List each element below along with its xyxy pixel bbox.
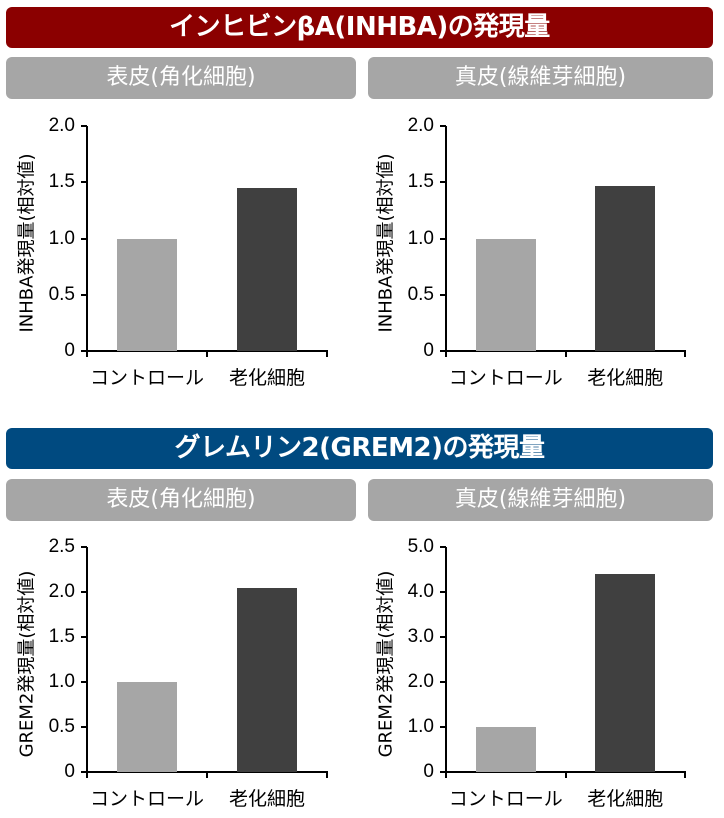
y-tick-label: 2.0	[48, 115, 75, 136]
y-tick-label: 0	[64, 340, 75, 361]
x-tick	[564, 772, 567, 778]
x-category-label: コントロール	[448, 367, 563, 389]
y-axis	[86, 547, 88, 773]
y-tick	[81, 237, 87, 240]
x-category-label: コントロール	[89, 367, 204, 389]
x-category-label: 老化細胞	[587, 367, 664, 389]
y-tick	[81, 771, 87, 773]
y-tick-label: 3.0	[407, 626, 434, 647]
y-tick-label: 2.5	[48, 536, 75, 557]
bar-senescent	[237, 587, 297, 772]
x-tick	[86, 351, 88, 357]
y-tick	[81, 181, 87, 184]
y-tick-label: 1.0	[407, 716, 434, 737]
x-tick	[684, 351, 686, 357]
y-tick-label: 1.0	[407, 227, 434, 249]
x-category-label: 老化細胞	[587, 788, 664, 810]
bar-control	[475, 727, 536, 772]
y-tick	[81, 350, 87, 352]
y-axis-label: INHBA発現量(相対値)	[375, 152, 397, 333]
y-tick	[81, 681, 87, 683]
y-tick	[440, 771, 446, 773]
y-axis-label: GREM2発現量(相対値)	[15, 570, 37, 757]
y-tick-label: 0.5	[407, 283, 434, 305]
x-tick	[206, 351, 208, 357]
bar-control	[117, 238, 177, 351]
y-tick	[440, 125, 446, 127]
y-tick-label: 4.0	[407, 581, 434, 602]
y-tick-label: 1.0	[48, 227, 75, 249]
bar-senescent	[237, 187, 297, 351]
x-tick	[326, 351, 328, 357]
y-tick-label: 1.0	[48, 671, 75, 692]
y-axis	[445, 547, 447, 773]
x-category-label: コントロール	[89, 788, 204, 810]
y-tick	[440, 726, 446, 728]
x-tick	[564, 351, 567, 357]
x-tick	[86, 772, 88, 778]
inhba-dermis-subtitle: 真皮(線維芽細胞)	[368, 57, 713, 99]
y-tick-label: 0	[423, 761, 434, 782]
y-tick	[440, 350, 446, 352]
y-tick	[81, 546, 87, 548]
bar-control	[117, 682, 177, 772]
y-tick-label: 2.0	[48, 581, 75, 602]
x-tick	[326, 772, 328, 778]
y-axis-label: GREM2発現量(相対値)	[374, 570, 396, 757]
y-tick	[81, 636, 87, 638]
y-tick-label: 1.5	[48, 626, 75, 647]
y-tick	[440, 636, 446, 638]
y-tick-label: 2.0	[407, 115, 434, 136]
y-tick	[440, 181, 446, 184]
grem2-epidermis-subtitle: 表皮(角化細胞)	[6, 479, 356, 521]
y-tick	[440, 237, 446, 240]
x-tick	[445, 351, 447, 357]
y-tick-label: 2.0	[407, 671, 434, 692]
bar-senescent	[595, 574, 656, 772]
y-tick-label: 5.0	[407, 536, 434, 557]
y-tick	[440, 293, 446, 296]
y-tick-label: 0.5	[48, 283, 75, 305]
y-axis	[86, 126, 88, 352]
y-axis-label: INHBA発現量(相対値)	[16, 152, 38, 333]
y-tick	[81, 293, 87, 296]
inhba-section-title: インヒビンβA(INHBA)の発現量	[6, 7, 713, 48]
y-tick	[440, 591, 446, 593]
x-tick	[445, 772, 447, 778]
y-tick-label: 0	[64, 761, 75, 782]
y-tick	[440, 681, 446, 683]
y-tick-label: 0.5	[48, 716, 75, 737]
grem2-dermis-subtitle: 真皮(線維芽細胞)	[368, 479, 713, 521]
y-tick	[81, 591, 87, 593]
x-tick	[206, 772, 208, 778]
grem2-section-title: グレムリン2(GREM2)の発現量	[6, 428, 713, 469]
y-tick-label: 0	[423, 340, 434, 361]
y-tick-label: 1.5	[407, 171, 434, 193]
y-tick	[81, 125, 87, 127]
y-tick	[81, 726, 87, 728]
x-category-label: 老化細胞	[228, 367, 305, 389]
y-tick-label: 1.5	[48, 171, 75, 193]
y-axis	[445, 126, 447, 352]
bar-senescent	[595, 185, 656, 351]
bar-control	[475, 238, 536, 351]
y-tick	[440, 546, 446, 548]
x-category-label: コントロール	[448, 788, 563, 810]
x-tick	[684, 772, 686, 778]
inhba-epidermis-subtitle: 表皮(角化細胞)	[6, 57, 356, 99]
x-category-label: 老化細胞	[228, 788, 305, 810]
